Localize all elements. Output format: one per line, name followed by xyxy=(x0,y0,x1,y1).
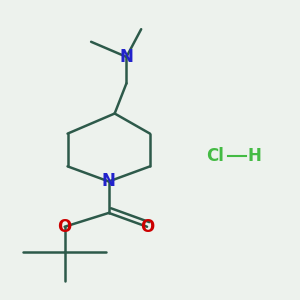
Text: O: O xyxy=(58,218,72,236)
Text: N: N xyxy=(119,48,134,66)
Text: O: O xyxy=(140,218,154,236)
Text: Cl: Cl xyxy=(206,147,224,165)
Text: H: H xyxy=(248,147,262,165)
Text: N: N xyxy=(102,172,116,190)
